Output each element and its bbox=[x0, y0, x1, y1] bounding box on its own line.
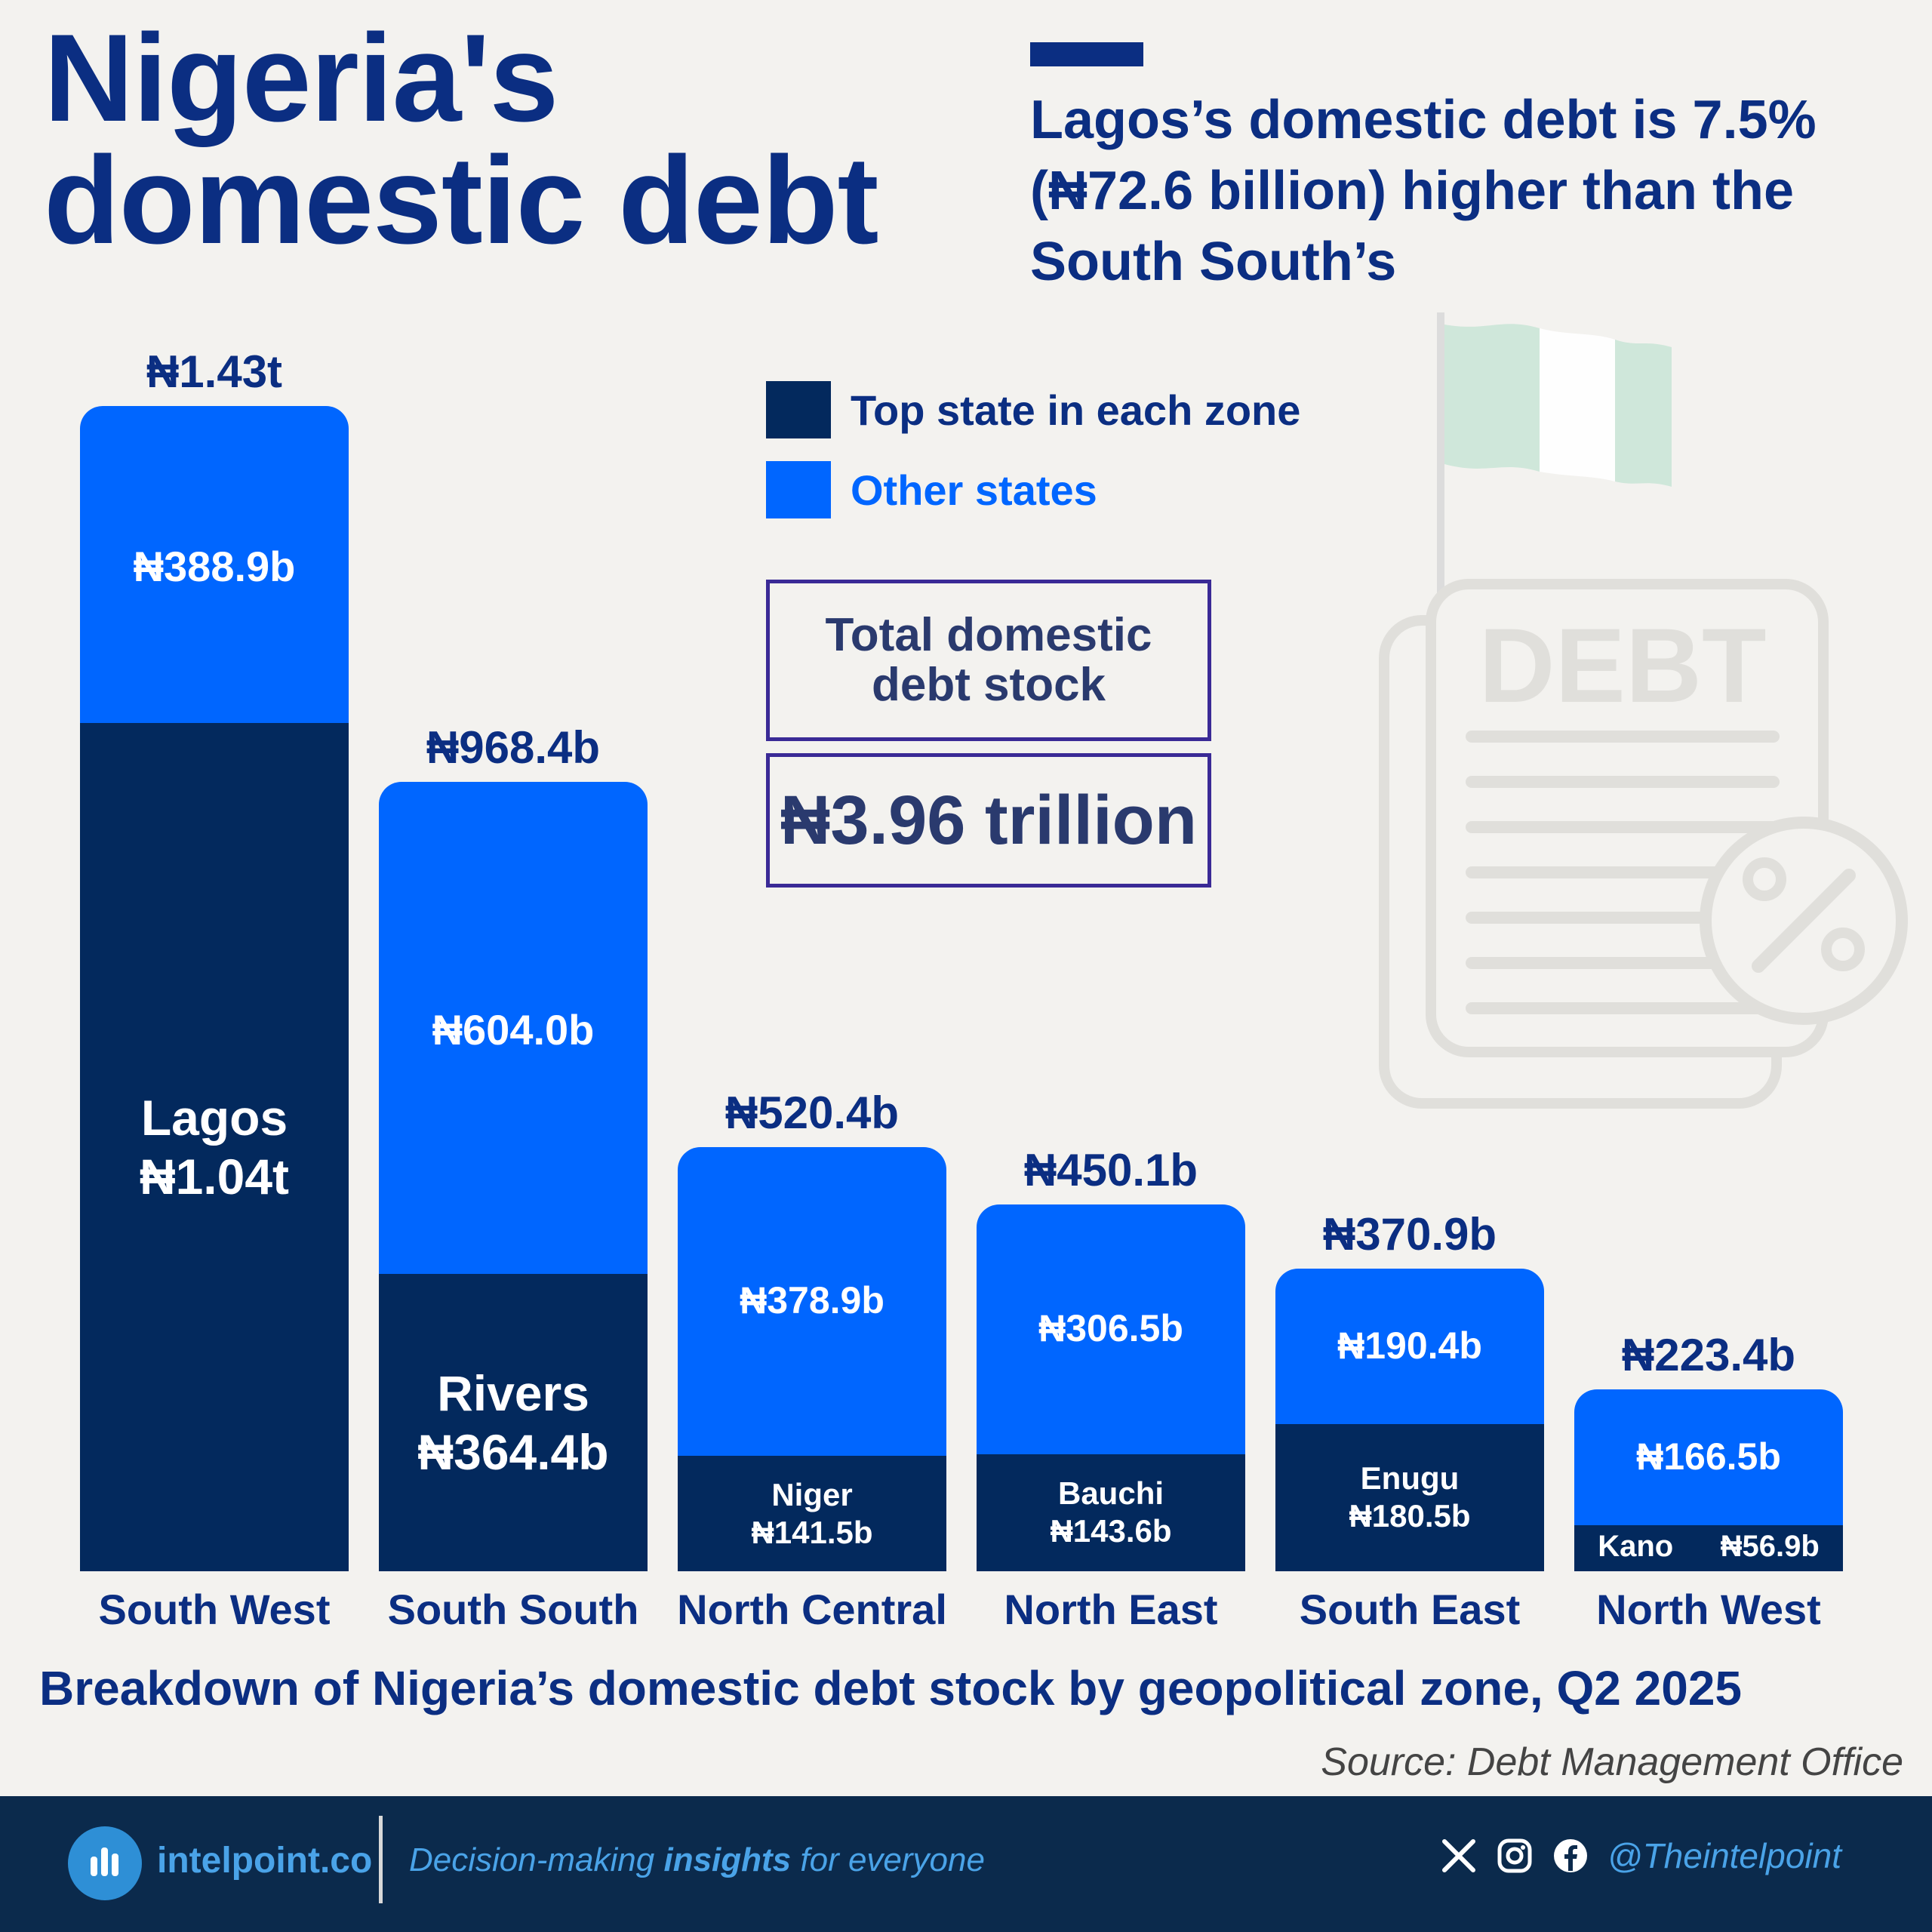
instagram-icon[interactable] bbox=[1496, 1837, 1534, 1875]
bar-top-state-label: Lagos ₦1.04t bbox=[80, 1088, 349, 1206]
bar-other-states-label: ₦604.0b bbox=[432, 1006, 595, 1054]
source-note: Source: Debt Management Office bbox=[1321, 1740, 1903, 1784]
legend-label-other-states: Other states bbox=[851, 466, 1097, 514]
x-icon[interactable] bbox=[1440, 1837, 1478, 1875]
headline-text: Lagos’s domestic debt is 7.5% (₦72.6 bil… bbox=[1030, 90, 1817, 292]
brand-link[interactable]: intelpoint.co bbox=[157, 1841, 373, 1881]
bar-other-states-label: ₦378.9b bbox=[740, 1279, 884, 1322]
bar-top-state bbox=[1275, 1423, 1544, 1571]
bar-top-state bbox=[1574, 1524, 1843, 1571]
top-state-value: ₦143.6b bbox=[1050, 1513, 1172, 1549]
bar-other-states bbox=[379, 781, 648, 1276]
x-axis-tick-label: South West bbox=[98, 1586, 331, 1633]
bar-total-label: ₦370.9b bbox=[1322, 1209, 1497, 1260]
bar-other-states-label: ₦306.5b bbox=[1038, 1307, 1183, 1350]
top-state-name: Niger bbox=[771, 1476, 853, 1512]
bar-top-state bbox=[379, 1274, 648, 1571]
x-axis-tick-label: North West bbox=[1596, 1586, 1821, 1633]
bar-top-state-label: Niger ₦141.5b bbox=[678, 1476, 946, 1552]
footer-bar: intelpoint.co Decision-making insights f… bbox=[0, 1796, 1932, 1932]
bar-other-states bbox=[1574, 1389, 1843, 1527]
nigeria-flag-illustration bbox=[1437, 312, 1672, 652]
x-axis-tick-label: North East bbox=[1004, 1586, 1218, 1633]
x-axis-tick-label: North Central bbox=[677, 1586, 947, 1633]
bar-top-state-label: Rivers ₦364.4b bbox=[379, 1364, 648, 1481]
bar-top-state-label: Enugu ₦180.5b bbox=[1275, 1460, 1544, 1535]
total-debt-value: ₦3.96 trillion bbox=[766, 753, 1211, 888]
bar-other-states-label: ₦166.5b bbox=[1636, 1435, 1781, 1478]
social-links: @Theintelpoint bbox=[1440, 1835, 1841, 1876]
bar-other-states bbox=[678, 1146, 946, 1458]
bar-top-state bbox=[80, 723, 349, 1571]
accent-bar bbox=[1030, 42, 1143, 66]
social-handle[interactable]: @Theintelpoint bbox=[1607, 1836, 1841, 1875]
chart-title: Breakdown of Nigeria’s domestic debt sto… bbox=[39, 1661, 1742, 1715]
x-axis-tick-label: South East bbox=[1299, 1586, 1521, 1633]
bar-total-label: ₦968.4b bbox=[426, 721, 601, 773]
legend-item-other-states: Other states bbox=[766, 461, 1300, 518]
top-state-value: ₦1.04t bbox=[139, 1149, 290, 1205]
top-state-value: ₦141.5b bbox=[751, 1514, 873, 1550]
facebook-icon[interactable] bbox=[1552, 1837, 1589, 1875]
chart-legend: Top state in each zone Other states bbox=[766, 381, 1300, 541]
x-axis-tick-label: South South bbox=[387, 1586, 639, 1633]
footer-divider bbox=[379, 1816, 383, 1903]
top-state-name: Kano bbox=[1598, 1530, 1674, 1564]
bar-other-states-label: ₦388.9b bbox=[133, 543, 296, 591]
bar-other-states bbox=[80, 406, 349, 725]
tagline-pre: Decision-making bbox=[409, 1841, 664, 1878]
bar-total-label: ₦450.1b bbox=[1023, 1144, 1198, 1195]
debt-document-word: DEBT bbox=[1478, 606, 1766, 724]
bar-other-states bbox=[977, 1204, 1245, 1456]
top-state-value: ₦180.5b bbox=[1349, 1498, 1471, 1534]
top-state-name: Rivers bbox=[437, 1365, 589, 1422]
intelpoint-logo-icon[interactable] bbox=[68, 1826, 142, 1900]
legend-swatch-other-states bbox=[766, 461, 831, 518]
legend-item-top-state: Top state in each zone bbox=[766, 381, 1300, 438]
total-debt-label: Total domestic debt stock bbox=[766, 580, 1211, 741]
tagline: Decision-making insights for everyone bbox=[409, 1841, 985, 1879]
tagline-bold: insights bbox=[663, 1841, 792, 1878]
top-state-name: Bauchi bbox=[1057, 1475, 1164, 1512]
top-state-value: ₦56.9b bbox=[1720, 1530, 1820, 1564]
top-state-value: ₦364.4b bbox=[417, 1424, 609, 1481]
bar-top-state-label: Kano ₦56.9b bbox=[1574, 1530, 1843, 1564]
bar-top-state bbox=[678, 1456, 946, 1571]
title-line-1: Nigeria's bbox=[44, 8, 558, 147]
title-line-2: domestic debt bbox=[44, 131, 879, 269]
bar-top-state bbox=[977, 1454, 1245, 1571]
legend-label-top-state: Top state in each zone bbox=[851, 386, 1301, 434]
top-state-name: Enugu bbox=[1360, 1460, 1460, 1497]
debt-document-icon: DEBT bbox=[1379, 579, 1908, 1109]
page-title: Nigeria's domestic debt bbox=[44, 8, 879, 269]
top-state-name: Lagos bbox=[140, 1090, 288, 1146]
bar-other-states-label: ₦190.4b bbox=[1337, 1324, 1482, 1367]
bar-top-state-label: Bauchi ₦143.6b bbox=[977, 1475, 1245, 1550]
bar-total-label: ₦223.4b bbox=[1621, 1329, 1796, 1380]
bar-total-label: ₦520.4b bbox=[724, 1087, 900, 1138]
legend-swatch-top-state bbox=[766, 381, 831, 438]
bar-total-label: ₦1.43t bbox=[146, 346, 283, 398]
bar-other-states bbox=[1275, 1269, 1544, 1426]
tagline-post: for everyone bbox=[791, 1841, 985, 1878]
